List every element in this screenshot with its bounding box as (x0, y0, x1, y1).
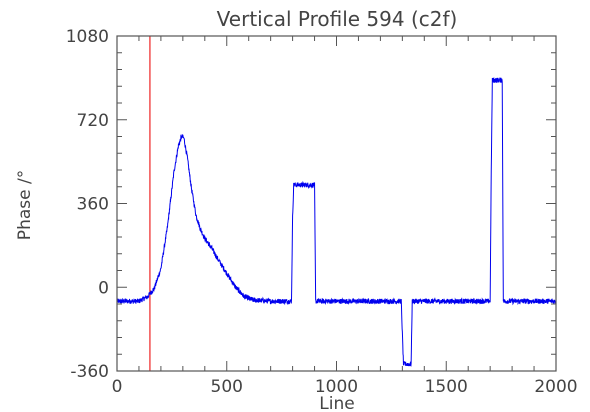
x-tick-label: 2000 (534, 377, 577, 397)
y-tick-label: 360 (77, 195, 109, 215)
series-line (116, 76, 557, 367)
y-tick-label: 720 (77, 111, 109, 131)
y-tick-label: -360 (70, 362, 109, 382)
x-axis-label: Line (319, 394, 354, 412)
chart-title: Vertical Profile 594 (c2f) (217, 7, 458, 31)
x-tick-label: 1000 (315, 377, 358, 397)
x-tick-label: 500 (211, 377, 243, 397)
axis-ticks (116, 35, 557, 372)
plot-frame (116, 35, 557, 372)
y-tick-label: 1080 (66, 27, 109, 47)
y-tick-label: 0 (98, 278, 109, 298)
x-tick-label: 0 (112, 377, 123, 397)
y-axis-label: Phase /° (15, 170, 35, 240)
x-tick-label: 1500 (425, 377, 468, 397)
